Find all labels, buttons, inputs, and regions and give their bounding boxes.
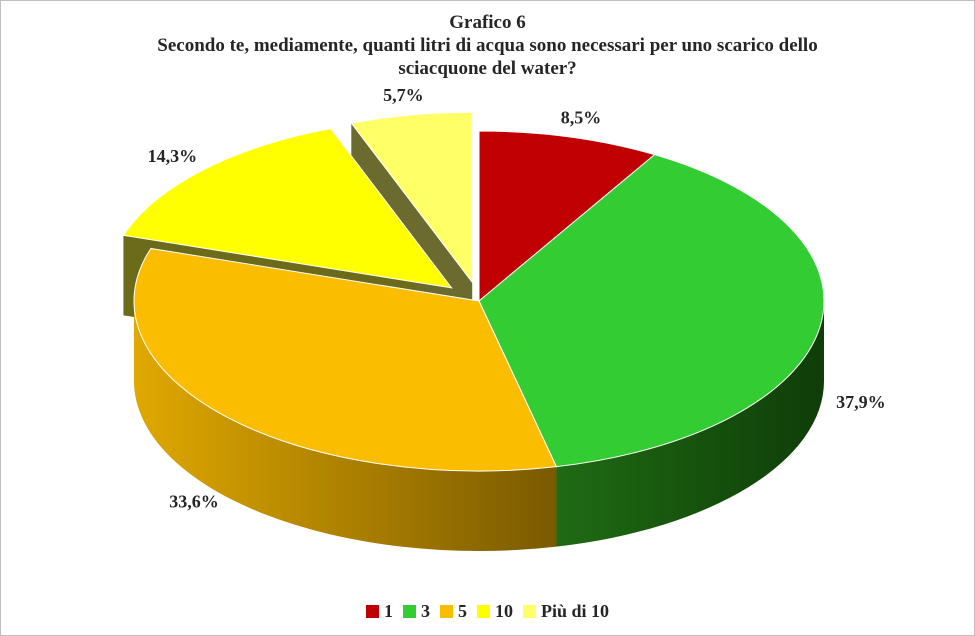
legend-item-1: 3 <box>402 601 430 622</box>
pie-slice-4 <box>350 111 473 284</box>
legend-swatch-4 <box>522 605 536 618</box>
legend-label-1: 3 <box>420 601 430 621</box>
chart-title: Grafico 6 Secondo te, mediamente, quanti… <box>1 11 974 80</box>
legend-item-4: Più di 10 <box>522 601 610 622</box>
data-label-1: 37,9% <box>836 392 886 412</box>
legend-item-3: 10 <box>476 601 513 622</box>
chart-title-line-1: Grafico 6 <box>449 12 526 33</box>
legend-item-0: 1 <box>365 601 393 622</box>
legend-label-0: 1 <box>383 601 393 621</box>
legend-label-2: 5 <box>457 601 467 621</box>
slice-side-1 <box>556 301 824 547</box>
legend-label-3: 10 <box>494 601 513 621</box>
data-label-2: 33,6% <box>169 492 219 512</box>
chart-title-line-3: sciacquone del water? <box>398 58 577 79</box>
legend-swatch-1 <box>402 605 416 618</box>
slice-side-2 <box>134 301 557 551</box>
pie-slice-3 <box>122 128 453 289</box>
data-label-4: 5,7% <box>383 85 424 105</box>
pie-slice-2 <box>133 247 558 472</box>
data-label-3: 14,3% <box>148 146 198 166</box>
legend-swatch-0 <box>365 605 379 618</box>
chart-title-line-2: Secondo te, mediamente, quanti litri di … <box>157 35 818 56</box>
pie-slice-1 <box>478 154 825 468</box>
legend-swatch-3 <box>476 605 490 618</box>
legend-item-2: 5 <box>439 601 467 622</box>
data-label-0: 8,5% <box>561 107 602 127</box>
chart-legend: 1 3 5 10 Più di 10 <box>1 601 974 622</box>
pie-slice-0 <box>478 130 656 303</box>
legend-label-4: Più di 10 <box>540 601 610 621</box>
legend-swatch-2 <box>439 605 453 618</box>
